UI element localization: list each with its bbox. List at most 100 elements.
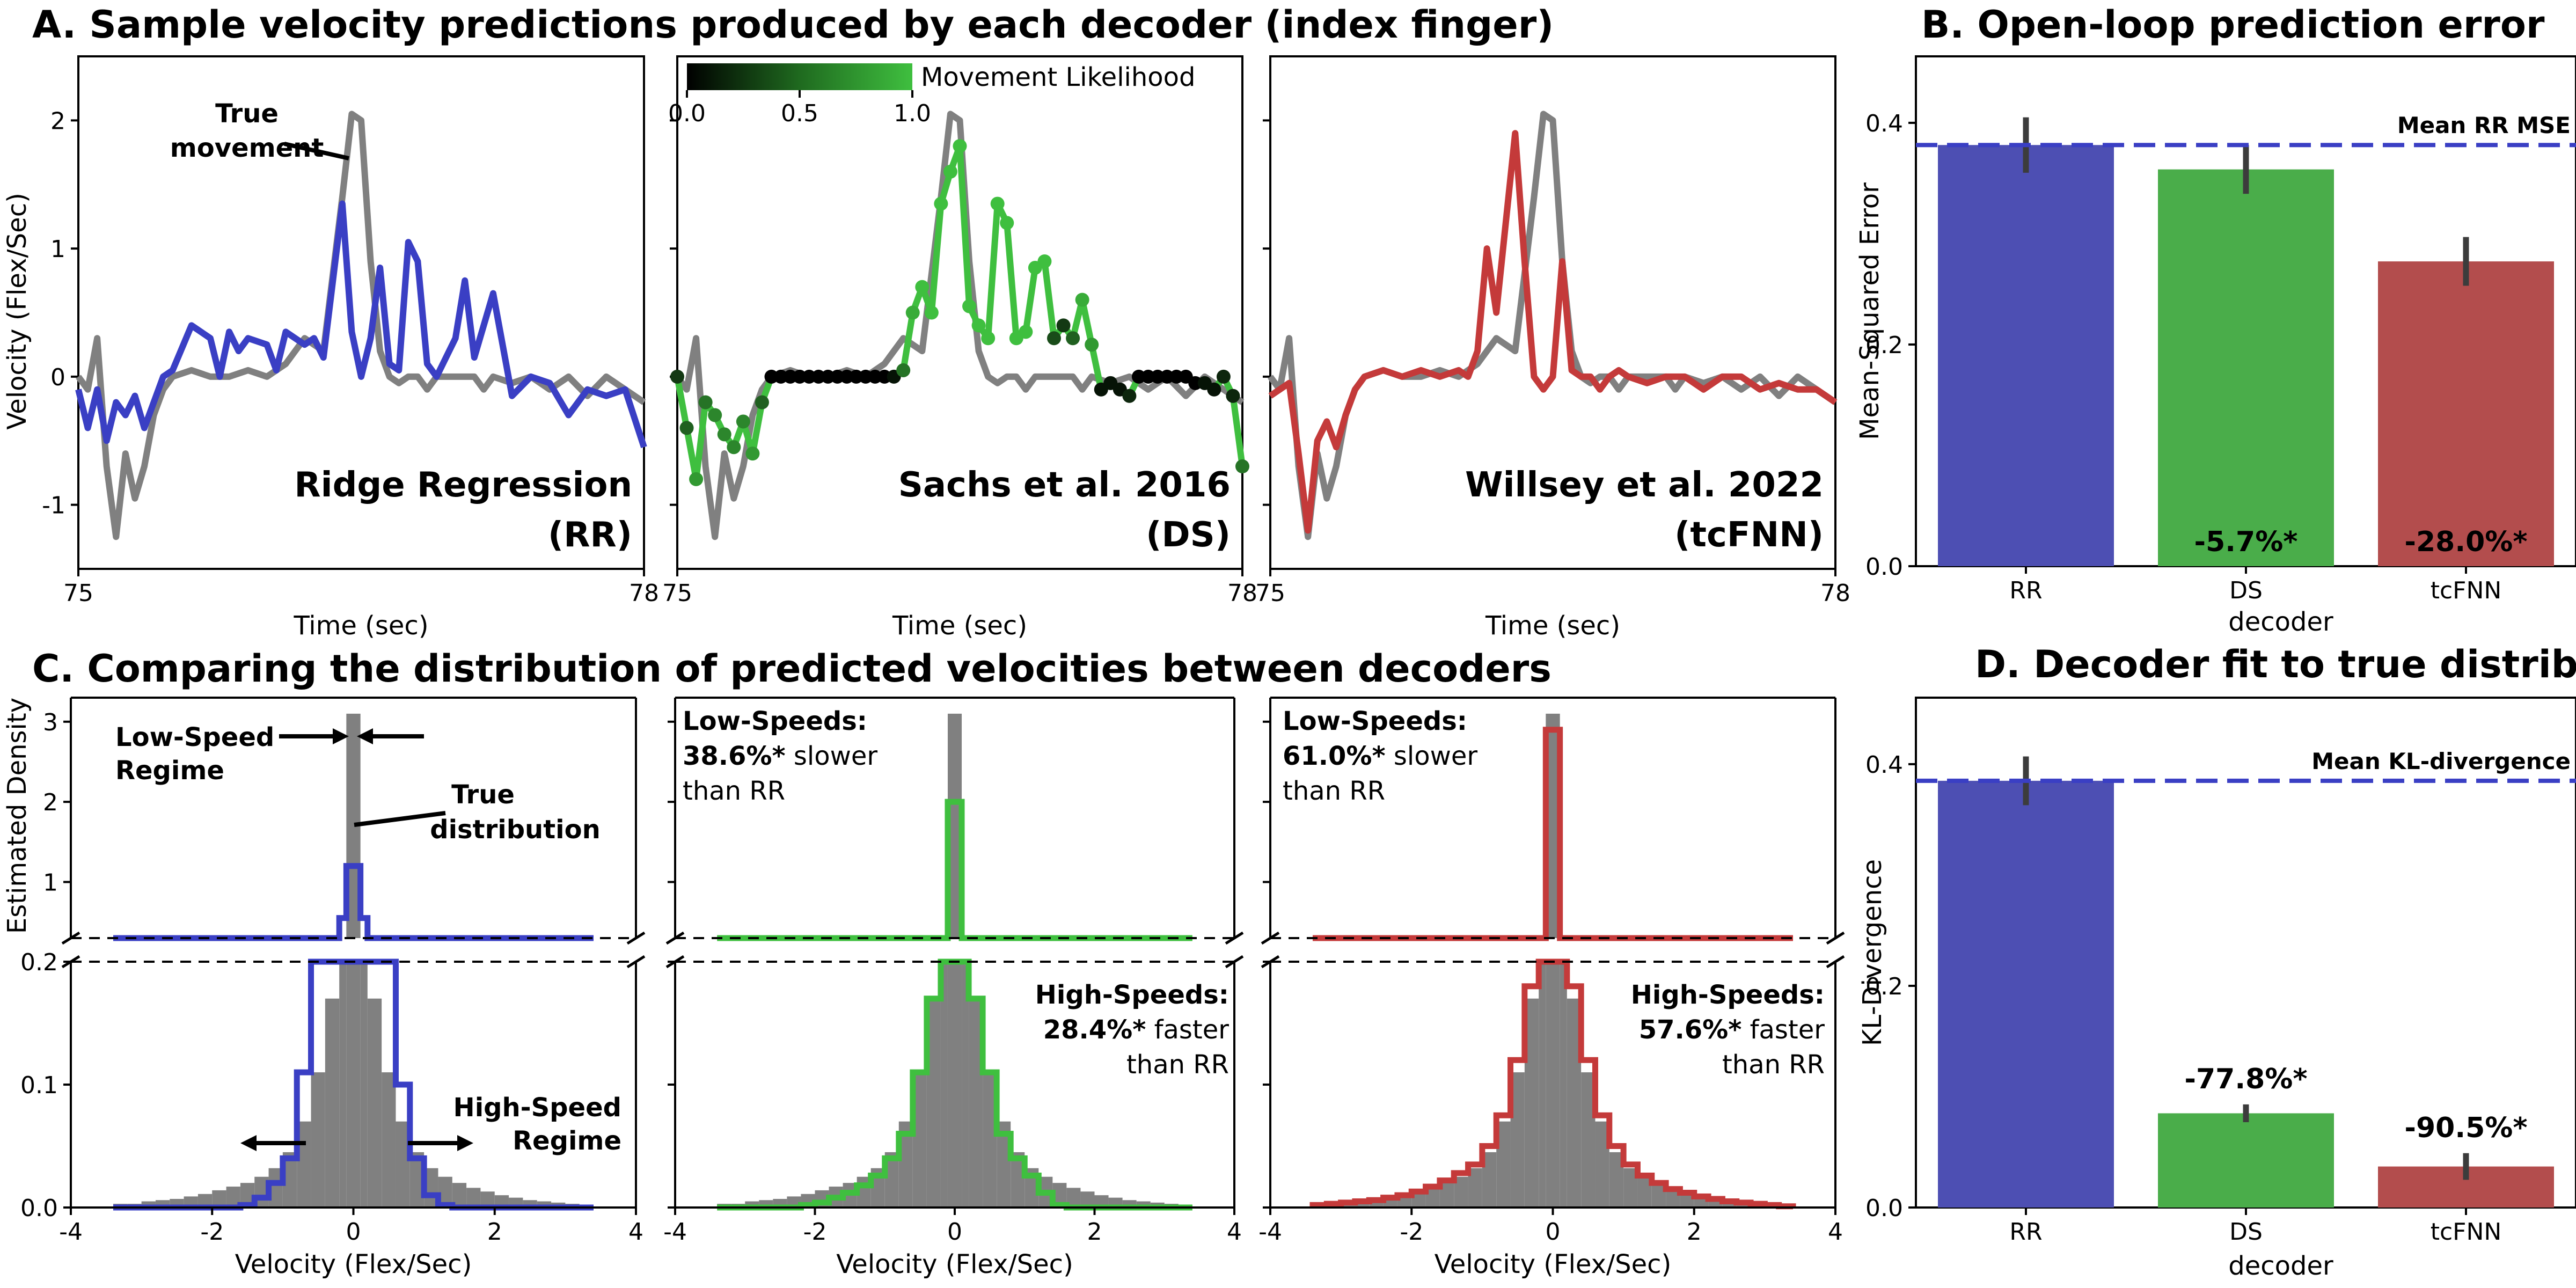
colorbar-tick-label: 0.0	[668, 100, 706, 127]
ds-high-speeds-rest: faster	[1146, 1015, 1229, 1045]
y-tick-label: 0	[50, 364, 65, 391]
x-axis-label: Velocity (Flex/Sec)	[235, 1249, 472, 1279]
decoder-label-name: Sachs et al. 2016	[898, 465, 1231, 505]
tcfnn-high-speeds-pct: 57.6%*	[1639, 1015, 1742, 1045]
reference-line-label: Mean RR MSE	[2397, 112, 2571, 138]
x-tick-label: DS	[2229, 1218, 2263, 1246]
axis-break-slash	[1826, 931, 1845, 945]
ds-likelihood-point	[717, 427, 731, 442]
ds-likelihood-point	[981, 331, 996, 346]
true-density-bar-lower	[360, 962, 368, 1208]
ds-likelihood-point	[943, 164, 957, 179]
y-tick-label: 3	[43, 709, 58, 736]
low-speed-regime-line2: Regime	[115, 756, 224, 786]
rr-prediction-line	[75, 200, 647, 449]
tcfnn-low-speeds-rest: slower	[1386, 741, 1478, 771]
y-tick-label: -1	[42, 492, 65, 519]
panel-c-subplot-ds: -4 -2 0 2 4 Velocity (Flex/Sec)	[663, 697, 1244, 1279]
x-tick-label: RR	[2009, 1218, 2042, 1246]
bar-rr	[1938, 780, 2114, 1208]
x-axis-label: Velocity (Flex/Sec)	[1435, 1249, 1672, 1279]
x-axis-label: Time (sec)	[293, 611, 428, 641]
axis-break-slash	[1826, 955, 1845, 969]
tcfnn-prediction-line	[1268, 130, 1838, 534]
panel-c-subplot-rr: 1 2 3 0.0 0.1 0.2 -4 -2 0 2 4 Velocity (Flex/Sec)	[20, 697, 646, 1279]
x-tick-label: 0	[346, 1218, 361, 1246]
ds-likelihood-point	[905, 305, 920, 320]
y-tick-label: 0.0	[20, 1195, 58, 1222]
x-tick-label: 78	[1227, 580, 1257, 607]
ds-likelihood-point	[953, 139, 967, 153]
decoder-label-name: Willsey et al. 2022	[1465, 465, 1824, 505]
y-tick-label: 1	[43, 869, 58, 896]
panel-c-tcfnn-annotations: Low-Speeds: 61.0%* slower than RR High-S…	[1283, 706, 1825, 1080]
tcfnn-high-speeds-rest: faster	[1741, 1015, 1825, 1045]
axis-break-slash	[1225, 955, 1244, 969]
ds-high-speeds-body: 28.4%* faster	[1043, 1015, 1230, 1045]
plot-frame	[77, 55, 645, 570]
panel-d-title: D. Decoder fit to true distribution	[1975, 642, 2576, 686]
y-tick-label: 0.2	[1865, 332, 1903, 359]
ds-likelihood-point	[698, 395, 713, 409]
axis-break-slash	[665, 931, 685, 945]
panel-c-distributions: Estimated Density 1 2 3 0.0 0.1 0.2 -4 -2 0 2 4 Vel…	[2, 697, 1845, 1279]
true-distribution-pointer	[354, 811, 446, 827]
panel-a-subplot-tcfnn: 75 78 Time (sec) Willsey et al. 2022 (tcFNN)	[1255, 55, 1850, 641]
x-axis-label: Time (sec)	[1485, 611, 1620, 641]
x-tick-label: 0	[947, 1218, 962, 1246]
ds-likelihood-point	[708, 408, 722, 422]
ds-likelihood-point	[745, 447, 760, 461]
true-density-bar-lower	[325, 998, 340, 1208]
decoder-label-name: Ridge Regression	[294, 465, 632, 505]
ds-low-speeds-title: Low-Speeds:	[683, 706, 867, 736]
plot-frame	[676, 55, 1243, 570]
y-tick-label: 0.4	[1865, 751, 1903, 779]
plot-frame	[1269, 55, 1836, 570]
colorbar-ticks: 0.0 0.5 1.0	[668, 90, 931, 127]
true-movement-line	[76, 111, 646, 540]
ds-likelihood-point	[971, 318, 986, 333]
true-density-bar-lower	[339, 962, 347, 1208]
x-tick-label: 4	[628, 1218, 643, 1246]
true-density-bar-lower	[1546, 962, 1560, 1208]
ds-low-speeds-than: than RR	[683, 776, 785, 806]
x-tick-label: -4	[663, 1218, 687, 1246]
ds-likelihood-point	[1085, 338, 1099, 352]
true-distribution-line1: True	[451, 780, 515, 810]
decoder-label-abbrev: (RR)	[548, 515, 632, 555]
x-tick-label: 75	[63, 580, 93, 607]
true-density-bar-lower	[1136, 1201, 1151, 1208]
panel-c-ylabel: Estimated Density	[2, 698, 32, 934]
ds-likelihood-point	[1066, 331, 1080, 346]
x-tick-label: 4	[1227, 1218, 1242, 1246]
panel-d-xlabel: decoder	[2228, 1251, 2333, 1281]
x-tick-label: 2	[1687, 1218, 1702, 1246]
high-speed-arrowhead-right	[457, 1135, 473, 1151]
true-movement-line	[1268, 111, 1838, 540]
decoder-label-abbrev: (DS)	[1146, 515, 1231, 555]
ds-likelihood-point	[670, 369, 684, 384]
panel-c-rr-annotations: Low-Speed Regime True distribution High-…	[115, 722, 621, 1156]
movement-likelihood-colorbar: Movement Likelihood 0.0 0.5 1.0	[668, 62, 1195, 127]
axis-break-slash	[61, 931, 80, 945]
ds-high-speeds-pct: 28.4%*	[1043, 1015, 1146, 1045]
y-tick-label: 2	[43, 789, 58, 816]
ds-likelihood-point	[727, 440, 741, 455]
tcfnn-low-speeds-pct: 61.0%*	[1283, 741, 1386, 771]
ds-likelihood-point	[962, 299, 977, 313]
x-tick-label: 75	[662, 580, 692, 607]
high-speed-regime-line1: High-Speed	[453, 1093, 621, 1123]
tcfnn-low-speeds-body: 61.0%* slower	[1283, 741, 1477, 771]
ds-likelihood-point	[990, 196, 1005, 211]
ds-low-speeds-pct: 38.6%*	[683, 741, 786, 771]
x-tick-label: 2	[1087, 1218, 1102, 1246]
y-tick-label: 0.0	[1865, 1195, 1903, 1222]
x-tick-label: 78	[1820, 580, 1850, 607]
ds-likelihood-point	[1075, 292, 1089, 307]
x-tick-label: RR	[2009, 577, 2042, 604]
x-tick-label: DS	[2229, 577, 2263, 604]
x-tick-label: tcFNN	[2431, 577, 2502, 604]
axis-break-slash	[1261, 931, 1280, 945]
x-axis-label: Velocity (Flex/Sec)	[836, 1249, 1073, 1279]
